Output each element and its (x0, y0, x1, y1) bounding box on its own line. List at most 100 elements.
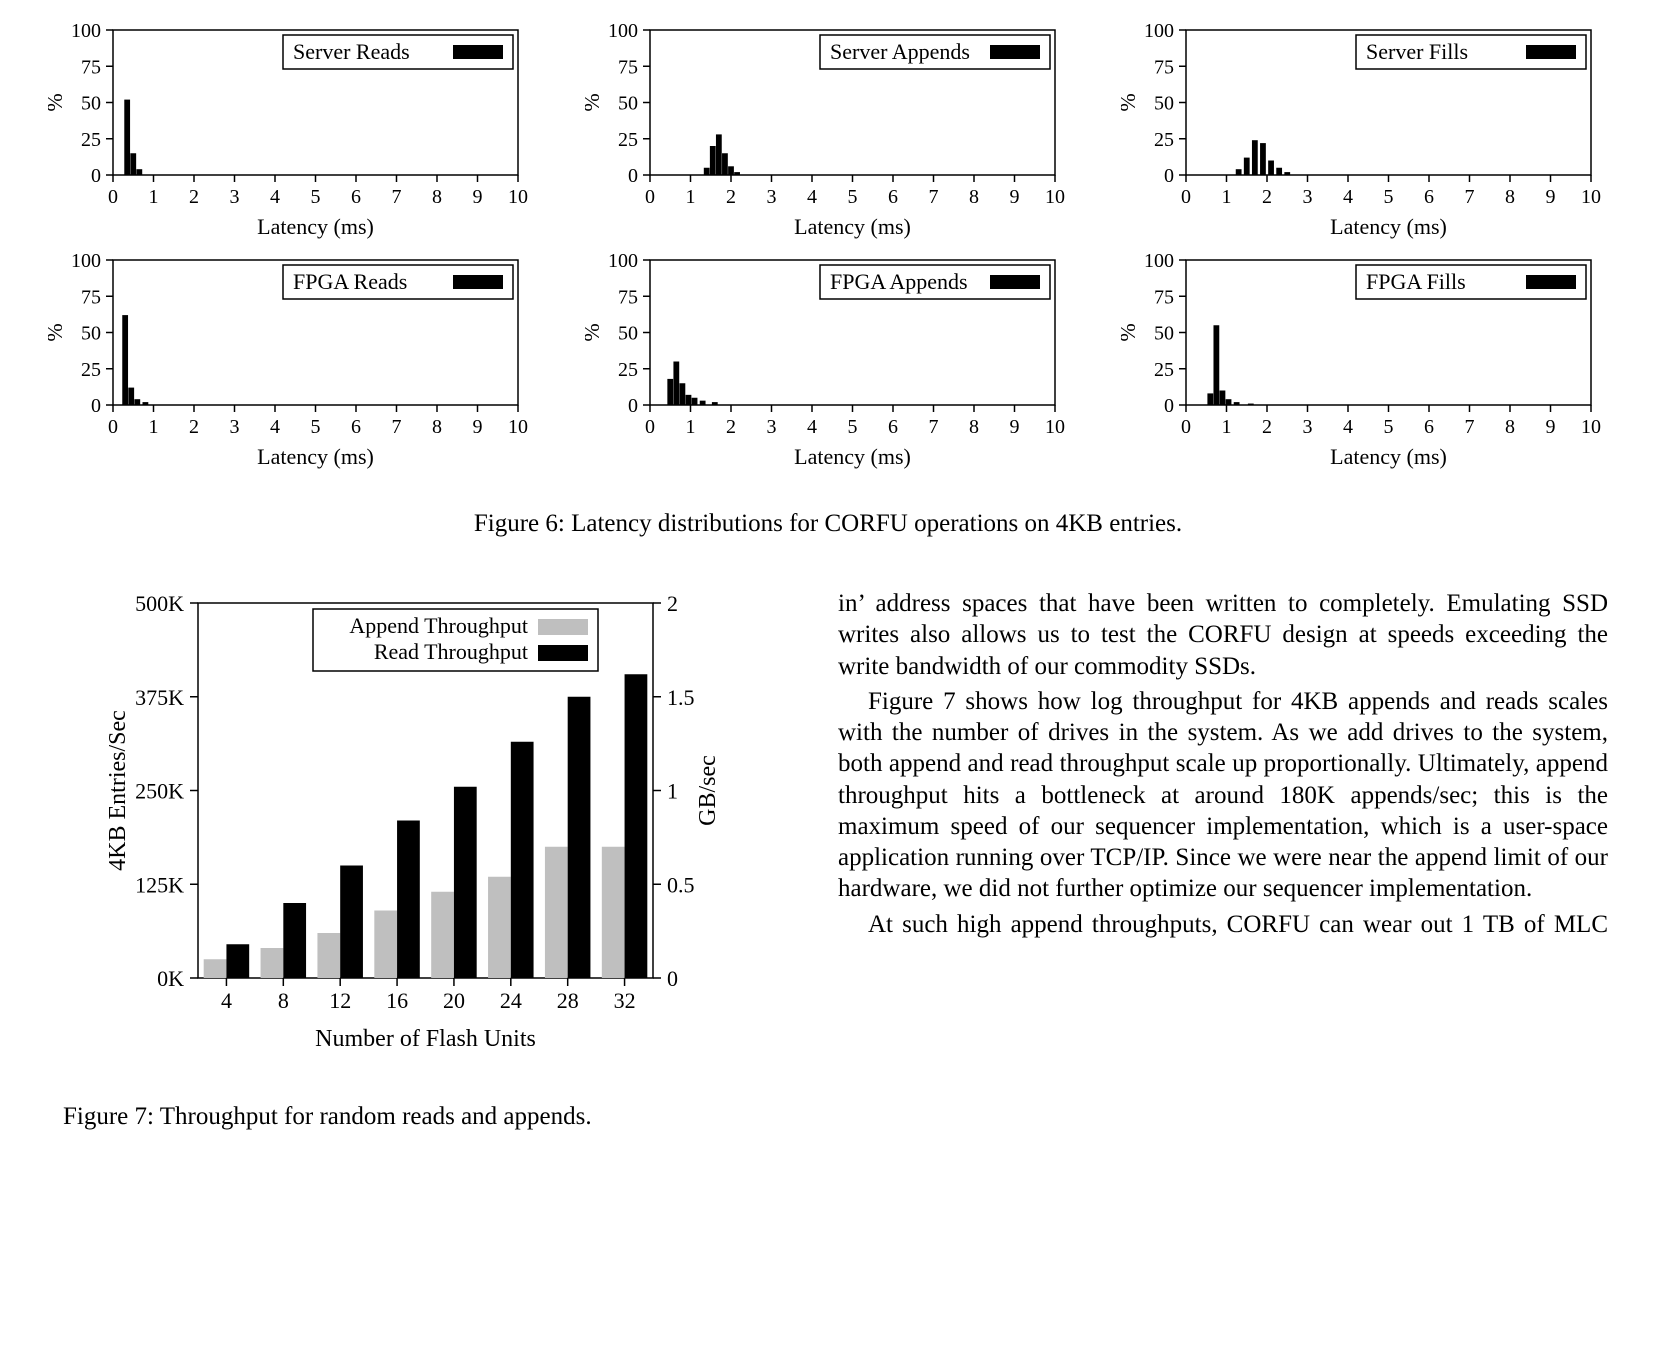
svg-text:1: 1 (685, 186, 695, 208)
svg-text:3: 3 (1303, 186, 1313, 208)
svg-text:9: 9 (473, 416, 483, 438)
svg-text:5: 5 (311, 416, 321, 438)
svg-text:0.5: 0.5 (667, 872, 695, 897)
svg-text:Number of Flash Units: Number of Flash Units (315, 1026, 536, 1052)
svg-text:0: 0 (645, 416, 655, 438)
svg-text:25: 25 (618, 359, 638, 381)
svg-text:75: 75 (81, 56, 101, 78)
svg-text:9: 9 (473, 186, 483, 208)
svg-text:9: 9 (1009, 416, 1019, 438)
svg-text:6: 6 (888, 416, 898, 438)
svg-text:FPGA Fills: FPGA Fills (1366, 269, 1466, 294)
svg-text:1.5: 1.5 (667, 685, 695, 710)
svg-text:500K: 500K (135, 591, 184, 616)
svg-text:3: 3 (1303, 416, 1313, 438)
svg-text:32: 32 (614, 988, 636, 1013)
svg-text:6: 6 (351, 186, 361, 208)
body-text-column: in’ address spaces that have been writte… (838, 588, 1608, 1131)
svg-text:0: 0 (1181, 186, 1191, 208)
svg-text:Latency (ms): Latency (ms) (1330, 214, 1447, 239)
svg-text:10: 10 (508, 186, 528, 208)
fig6-panel-0: 0123456789100255075100%Latency (ms)Serve… (48, 20, 528, 240)
svg-text:%: % (1121, 93, 1140, 111)
svg-text:Latency (ms): Latency (ms) (1330, 444, 1447, 469)
svg-text:8: 8 (969, 416, 979, 438)
svg-text:Read Throughput: Read Throughput (374, 639, 528, 664)
svg-text:1: 1 (149, 186, 159, 208)
svg-text:1: 1 (1222, 416, 1232, 438)
svg-text:%: % (48, 93, 67, 111)
svg-text:Server Appends: Server Appends (830, 39, 970, 64)
svg-text:4: 4 (1343, 416, 1353, 438)
svg-text:5: 5 (847, 186, 857, 208)
svg-text:1: 1 (149, 416, 159, 438)
svg-text:4KB Entries/Sec: 4KB Entries/Sec (105, 710, 131, 871)
svg-text:3: 3 (766, 416, 776, 438)
svg-text:0: 0 (1181, 416, 1191, 438)
svg-text:100: 100 (1144, 250, 1174, 272)
svg-text:5: 5 (1384, 186, 1394, 208)
svg-text:7: 7 (1465, 416, 1475, 438)
svg-text:24: 24 (500, 988, 522, 1013)
svg-text:0: 0 (645, 186, 655, 208)
figure6-grid: 0123456789100255075100%Latency (ms)Serve… (48, 20, 1608, 470)
svg-text:6: 6 (351, 416, 361, 438)
svg-text:10: 10 (1045, 416, 1065, 438)
svg-text:%: % (48, 323, 67, 341)
svg-text:50: 50 (1154, 93, 1174, 115)
svg-text:2: 2 (726, 416, 736, 438)
svg-text:Server Fills: Server Fills (1366, 39, 1468, 64)
svg-text:25: 25 (1154, 129, 1174, 151)
svg-text:75: 75 (1154, 286, 1174, 308)
svg-text:5: 5 (311, 186, 321, 208)
svg-text:Append Throughput: Append Throughput (349, 613, 528, 638)
svg-text:6: 6 (1424, 186, 1434, 208)
svg-text:10: 10 (508, 416, 528, 438)
svg-text:100: 100 (608, 20, 638, 42)
svg-text:0: 0 (1164, 395, 1174, 417)
svg-text:25: 25 (1154, 359, 1174, 381)
svg-text:10: 10 (1581, 416, 1601, 438)
svg-text:100: 100 (71, 250, 101, 272)
svg-text:8: 8 (432, 186, 442, 208)
svg-text:125K: 125K (135, 872, 184, 897)
svg-text:25: 25 (81, 359, 101, 381)
svg-text:Latency (ms): Latency (ms) (257, 444, 374, 469)
svg-text:50: 50 (618, 323, 638, 345)
lower-row: 0K125K250K375K500K00.511.524812162024283… (48, 588, 1608, 1131)
svg-text:0: 0 (91, 395, 101, 417)
svg-text:FPGA Appends: FPGA Appends (830, 269, 968, 294)
svg-text:Server Reads: Server Reads (293, 39, 410, 64)
svg-text:10: 10 (1045, 186, 1065, 208)
svg-text:6: 6 (1424, 416, 1434, 438)
svg-text:7: 7 (392, 186, 402, 208)
svg-text:4: 4 (807, 186, 817, 208)
svg-text:250K: 250K (135, 779, 184, 804)
svg-text:4: 4 (1343, 186, 1353, 208)
svg-text:50: 50 (618, 93, 638, 115)
svg-text:75: 75 (81, 286, 101, 308)
svg-text:8: 8 (278, 988, 289, 1013)
figure7-caption: Figure 7: Throughput for random reads an… (48, 1103, 788, 1131)
svg-text:0: 0 (628, 395, 638, 417)
svg-text:3: 3 (766, 186, 776, 208)
svg-text:0: 0 (108, 186, 118, 208)
svg-text:4: 4 (270, 416, 280, 438)
svg-text:9: 9 (1546, 416, 1556, 438)
svg-text:2: 2 (667, 591, 678, 616)
svg-text:50: 50 (81, 323, 101, 345)
svg-text:2: 2 (189, 416, 199, 438)
figure7-chart: 0K125K250K375K500K00.511.524812162024283… (103, 588, 733, 1058)
figure7-column: 0K125K250K375K500K00.511.524812162024283… (48, 588, 788, 1131)
svg-text:%: % (585, 93, 604, 111)
svg-text:4: 4 (221, 988, 232, 1013)
svg-text:5: 5 (1384, 416, 1394, 438)
svg-text:50: 50 (81, 93, 101, 115)
svg-text:FPGA Reads: FPGA Reads (293, 269, 407, 294)
svg-text:%: % (585, 323, 604, 341)
svg-text:%: % (1121, 323, 1140, 341)
svg-text:2: 2 (726, 186, 736, 208)
svg-text:50: 50 (1154, 323, 1174, 345)
body-paragraph-3: At such high append throughputs, CORFU c… (838, 909, 1608, 941)
svg-text:25: 25 (618, 129, 638, 151)
